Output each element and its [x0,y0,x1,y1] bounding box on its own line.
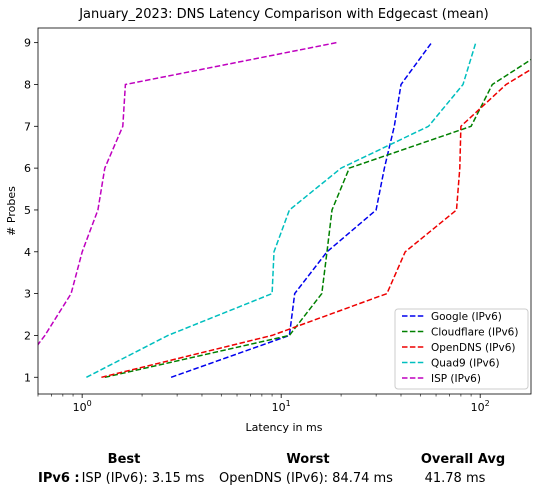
series-line-5 [38,41,337,346]
y-tick-label: 1 [24,371,31,384]
best-value: ISP (IPv6): 3.15 ms [81,471,205,486]
y-tick-label: 7 [24,120,31,133]
y-tick-label: 3 [24,288,31,301]
legend-label: Google (IPv6) [431,311,502,323]
x-axis-label: Latency in ms [246,421,323,434]
x-tick-label: 100 [73,399,92,414]
y-tick-label: 2 [24,329,31,342]
y-tick-label: 6 [24,162,31,175]
series-line-1 [170,42,433,379]
legend: Google (IPv6) Cloudflare (IPv6) OpenDNS (I… [394,308,529,390]
legend-box [394,308,529,390]
y-tick-label: 4 [24,246,31,259]
y-axis-ticks: 1 2 3 4 5 6 7 8 9 [24,37,38,384]
plot-frame [37,27,532,395]
worst-value: OpenDNS (IPv6): 84.74 ms [219,471,393,486]
x-axis-ticks: 100 101 102 [37,394,490,414]
summary-table: Best Worst Overall Avg IPv6 : ISP (IPv6)… [0,448,541,496]
y-axis-label: # Probes [5,186,18,236]
worst-header: Worst [286,452,330,467]
legend-label: Cloudflare (IPv6) [431,327,518,339]
series-line-2 [104,58,531,379]
latency-chart: January_2023: DNS Latency Comparison wit… [5,7,532,434]
series-line-4 [86,42,477,378]
best-header: Best [107,452,141,467]
series-line-3 [101,68,531,379]
overall-avg-header: Overall Avg [420,452,506,467]
legend-label: OpenDNS (IPv6) [431,342,516,354]
legend-label: Quad9 (IPv6) [431,358,500,370]
legend-label: ISP (IPv6) [431,373,481,385]
y-tick-label: 8 [24,78,31,91]
y-tick-label: 5 [24,204,31,217]
ipv6-row-label: IPv6 : [38,471,80,486]
x-tick-label: 101 [272,399,291,414]
chart-title: January_2023: DNS Latency Comparison wit… [78,7,489,22]
y-tick-label: 9 [24,37,31,50]
x-tick-label: 102 [471,399,490,414]
overall-avg-value: 41.78 ms [424,471,486,486]
series-lines [38,41,531,379]
